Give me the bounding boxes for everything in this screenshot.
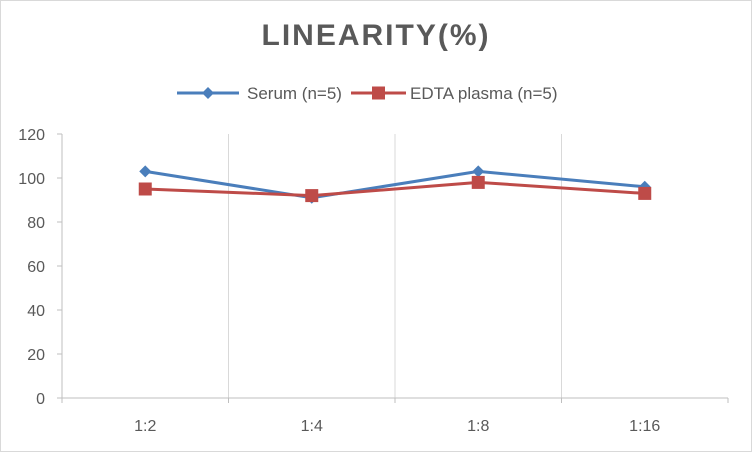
data-point (472, 165, 485, 178)
y-tick-label: 100 (18, 171, 45, 188)
data-point (138, 182, 152, 196)
x-tick-label: 1:2 (134, 418, 156, 435)
series-line-1 (145, 169, 645, 200)
legend-label: EDTA plasma (n=5) (410, 84, 558, 103)
series-line-2 (145, 180, 645, 198)
y-tick-label: 80 (27, 215, 45, 232)
y-tick-label: 60 (27, 259, 45, 276)
chart-title: LINEARITY(%) (261, 19, 491, 52)
y-tick-label: 0 (36, 391, 45, 408)
data-point (638, 186, 652, 200)
data-point (305, 189, 319, 203)
legend-marker (202, 87, 214, 99)
data-point (139, 165, 152, 178)
y-tick-label: 20 (27, 347, 45, 364)
y-tick-label: 120 (18, 127, 45, 144)
y-tick-label: 40 (27, 303, 45, 320)
x-tick-label: 1:16 (629, 418, 660, 435)
x-tick-label: 1:8 (467, 418, 489, 435)
legend-marker (372, 86, 385, 100)
x-tick-label: 1:4 (301, 418, 323, 435)
legend-label: Serum (n=5) (247, 84, 342, 103)
data-point (471, 175, 485, 189)
